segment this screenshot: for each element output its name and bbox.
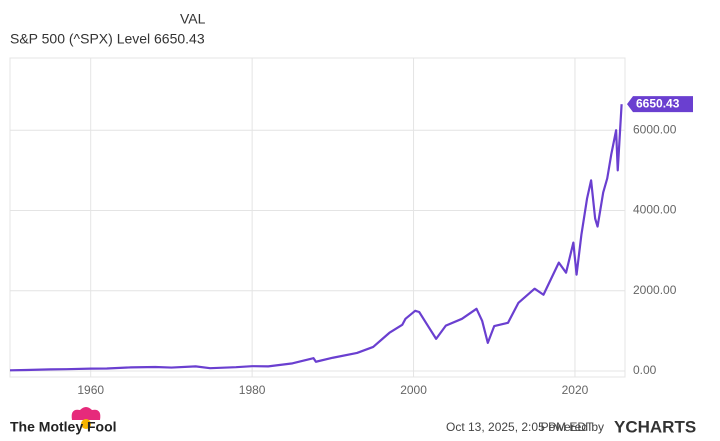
y-tick-label: 4000.00 [633,203,677,217]
legend-value: 6650.43 [154,31,205,47]
last-value-badge [627,96,693,113]
y-tick-label: 6000.00 [633,122,677,136]
x-tick-label: 1960 [77,383,104,397]
x-tick-label: 2000 [400,383,427,397]
last-value-label: 6650.43 [636,96,680,110]
ycharts-logo: YCHARTS [614,417,696,436]
series-line [9,104,623,372]
x-tick-label: 1980 [239,383,266,397]
y-tick-label: 0.00 [633,363,657,377]
legend-header: VAL [180,11,206,27]
y-tick-label: 2000.00 [633,283,677,297]
brand: The Motley Fool [10,419,117,435]
plot-frame [9,57,626,378]
legend-label: S&P 500 (^SPX) Level [10,31,150,47]
motley-fool-logo [71,407,101,429]
timestamp: Oct 13, 2025, 2:05 PM EDT [446,420,594,434]
powered-by: Powered by [541,420,604,434]
x-tick-label: 2020 [562,383,589,397]
